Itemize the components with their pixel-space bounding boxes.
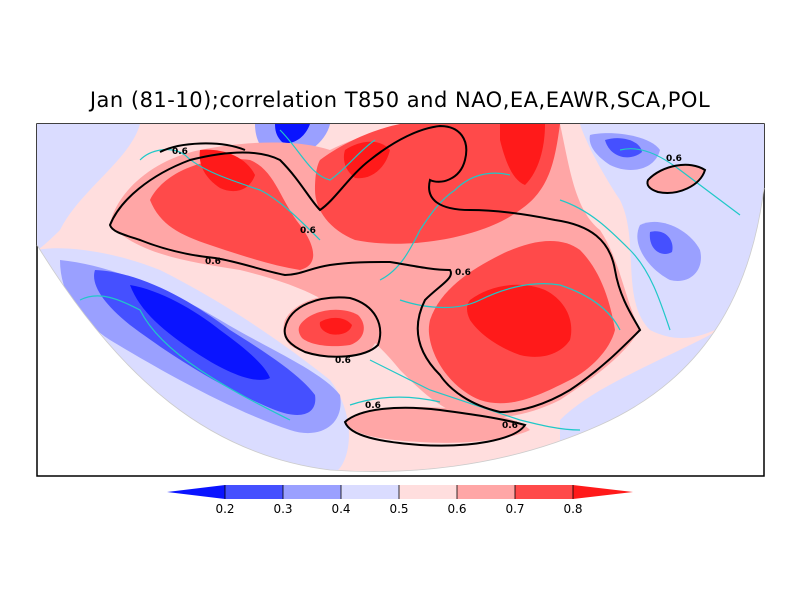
coastline-east-asia — [619, 148, 741, 216]
contour-atlantic — [283, 296, 382, 358]
coastline-europe — [399, 283, 621, 331]
colorbar-tick-label: 0.2 — [215, 502, 234, 516]
field-region-core-greenland — [199, 149, 255, 192]
coastline-scandinavia — [379, 172, 511, 281]
colorbar-tick-label: 0.8 — [563, 502, 582, 516]
map-title: Jan (81-10);correlation T850 and NAO,EA,… — [89, 88, 711, 112]
field-region-darkblue-ne — [605, 138, 642, 158]
contour-ne — [646, 163, 707, 194]
contour-labels: 0.6 0.6 0.6 0.6 0.6 0.6 0.6 0.6 — [172, 147, 682, 431]
projection-edge — [36, 187, 765, 472]
coastline-mediterranean — [349, 396, 441, 406]
contour-label: 0.6 — [365, 401, 381, 411]
field-region-core-norway — [343, 141, 390, 179]
colorbar-bin — [457, 485, 515, 499]
contour-greenland-tip — [159, 142, 246, 153]
field-region-deepblue-sw — [130, 285, 270, 380]
colorbar-upper-arrow — [573, 485, 633, 499]
colorbar-tick-label: 0.3 — [273, 502, 292, 516]
colorbar-lower-arrow — [167, 485, 225, 499]
contour-lines — [108, 124, 707, 447]
field-region-core-europe — [467, 284, 572, 357]
coastline-canada — [279, 129, 376, 181]
colorbar-tick-label: 0.7 — [505, 502, 524, 516]
field-region-core-arctic — [500, 124, 545, 185]
colorbar-tick-label: 0.4 — [331, 502, 350, 516]
colorbar-bin — [515, 485, 573, 499]
field-region-lightblue-west — [37, 124, 140, 250]
contour-label: 0.6 — [502, 421, 518, 431]
field-region-red-greenland — [150, 159, 314, 270]
colorbar-separators — [224, 485, 574, 499]
colorbar-tick-label: 0.5 — [389, 502, 408, 516]
colorbar: 0.2 0.3 0.4 0.5 0.6 0.7 0.8 — [167, 485, 633, 516]
contour-label: 0.6 — [300, 226, 316, 236]
contour-south — [343, 406, 527, 447]
contour-label: 0.6 — [335, 356, 351, 366]
coastline-africa — [369, 359, 581, 431]
contour-label: 0.6 — [455, 268, 471, 278]
contour-label: 0.6 — [205, 257, 221, 267]
colorbar-tick-label: 0.6 — [447, 502, 466, 516]
colorbar-bin — [399, 485, 457, 499]
field-region-darkblue-east — [649, 231, 673, 254]
coastline-asia — [559, 199, 671, 331]
field-region-core-atlantic — [319, 317, 352, 335]
coastline-north-america — [79, 295, 291, 421]
contour-label: 0.6 — [666, 154, 682, 164]
colorbar-bin — [225, 485, 283, 499]
contour-label: 0.6 — [172, 147, 188, 157]
field-region-deepblue-north — [275, 124, 310, 144]
contour-main-north — [108, 124, 642, 414]
colorbar-bin — [341, 485, 399, 499]
coastlines — [79, 129, 741, 431]
colorbar-bin — [283, 485, 341, 499]
